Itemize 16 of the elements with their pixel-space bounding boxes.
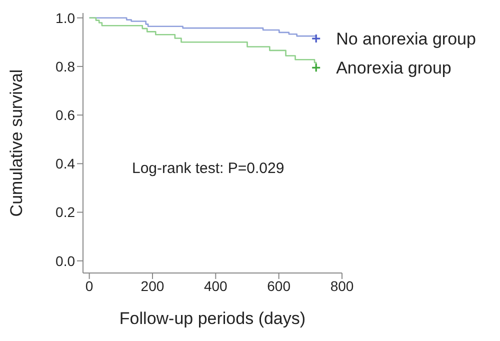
y-tick-label: 0.6 [56,107,76,124]
y-tick-label: 0.8 [56,58,76,74]
series-label: No anorexia group [336,30,476,49]
x-tick-label: 200 [140,278,164,294]
x-tick-label: 600 [267,278,291,294]
series-label: Anorexia group [336,58,452,78]
x-tick-label: 800 [330,278,354,294]
y-axis-title: Cumulative survival [7,69,26,217]
annotation: Log-rank test: P=0.029 [132,160,284,177]
y-tick-label: 0.4 [56,156,76,172]
x-axis-title: Follow-up periods (days) [119,309,306,328]
x-tick-label: 0 [85,278,94,294]
y-tick-label: 1.0 [56,10,76,26]
y-tick-label: 0.2 [56,204,76,220]
y-tick-label: 0.0 [56,252,76,269]
x-tick-label: 400 [204,278,228,294]
